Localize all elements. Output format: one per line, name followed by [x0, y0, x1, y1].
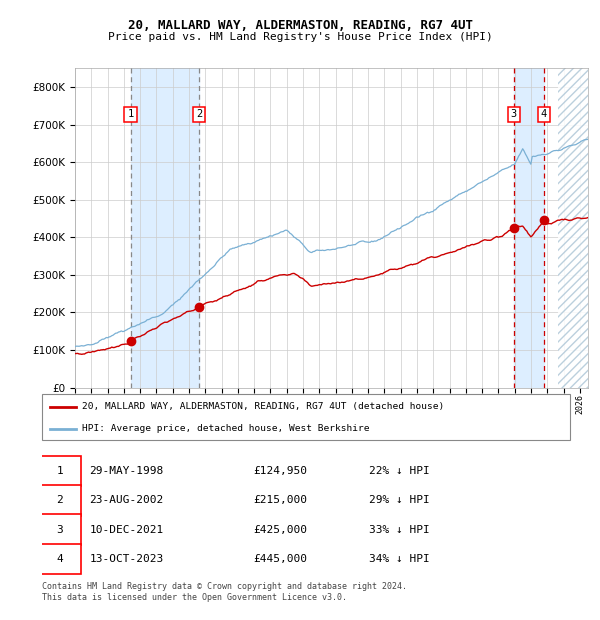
Text: 29-MAY-1998: 29-MAY-1998 [89, 466, 164, 476]
Text: Price paid vs. HM Land Registry's House Price Index (HPI): Price paid vs. HM Land Registry's House … [107, 32, 493, 42]
Text: £124,950: £124,950 [253, 466, 307, 476]
Text: 2: 2 [196, 110, 203, 120]
Text: 1: 1 [56, 466, 64, 476]
Text: 29% ↓ HPI: 29% ↓ HPI [370, 495, 430, 505]
Text: 4: 4 [541, 110, 547, 120]
Bar [514, 68, 544, 388]
Text: £215,000: £215,000 [253, 495, 307, 505]
Text: 33% ↓ HPI: 33% ↓ HPI [370, 525, 430, 534]
FancyBboxPatch shape [40, 485, 80, 516]
Text: £425,000: £425,000 [253, 525, 307, 534]
Bar [131, 68, 199, 388]
Polygon shape [558, 68, 588, 388]
Text: HPI: Average price, detached house, West Berkshire: HPI: Average price, detached house, West… [82, 424, 369, 433]
Text: This data is licensed under the Open Government Licence v3.0.: This data is licensed under the Open Gov… [42, 593, 347, 602]
Text: 34% ↓ HPI: 34% ↓ HPI [370, 554, 430, 564]
Text: Contains HM Land Registry data © Crown copyright and database right 2024.: Contains HM Land Registry data © Crown c… [42, 582, 407, 591]
FancyBboxPatch shape [40, 544, 80, 574]
Text: 20, MALLARD WAY, ALDERMASTON, READING, RG7 4UT (detached house): 20, MALLARD WAY, ALDERMASTON, READING, R… [82, 402, 444, 411]
Text: 3: 3 [56, 525, 64, 534]
Text: 22% ↓ HPI: 22% ↓ HPI [370, 466, 430, 476]
Text: 1: 1 [127, 110, 134, 120]
Text: 3: 3 [511, 110, 517, 120]
FancyBboxPatch shape [42, 394, 570, 440]
Text: 20, MALLARD WAY, ALDERMASTON, READING, RG7 4UT: 20, MALLARD WAY, ALDERMASTON, READING, R… [128, 19, 473, 32]
FancyBboxPatch shape [40, 515, 80, 545]
FancyBboxPatch shape [40, 456, 80, 486]
Text: 2: 2 [56, 495, 64, 505]
Text: 10-DEC-2021: 10-DEC-2021 [89, 525, 164, 534]
Text: 13-OCT-2023: 13-OCT-2023 [89, 554, 164, 564]
Text: 23-AUG-2002: 23-AUG-2002 [89, 495, 164, 505]
Text: £445,000: £445,000 [253, 554, 307, 564]
Text: 4: 4 [56, 554, 64, 564]
